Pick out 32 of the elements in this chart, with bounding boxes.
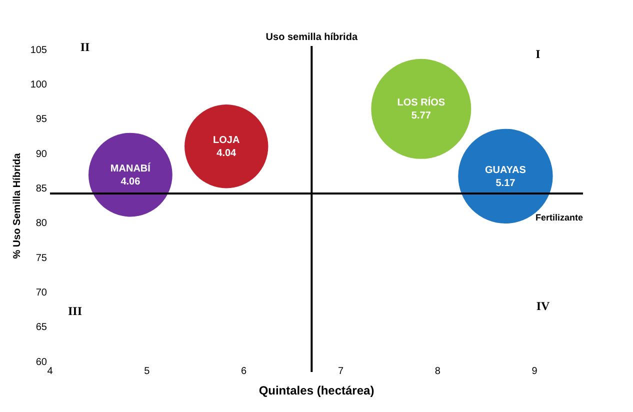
y-tick-label: 60 xyxy=(36,356,48,368)
y-tick-label: 70 xyxy=(36,287,48,298)
y-tick-label: 100 xyxy=(30,79,48,90)
x-tick-label: 9 xyxy=(532,366,538,377)
y-tick-label: 90 xyxy=(36,148,48,160)
series-label: LOS RÍOS xyxy=(397,96,446,109)
y-tick-label: 80 xyxy=(36,218,48,230)
data-label: 4.04 xyxy=(216,148,237,160)
data-label: 4.06 xyxy=(120,176,141,188)
series-label: GUAYAS xyxy=(484,164,526,176)
series-label: LOJA xyxy=(213,135,240,146)
x-tick-label: 7 xyxy=(338,366,344,377)
annotation: III xyxy=(68,304,82,318)
annotation: IV xyxy=(536,299,550,314)
y-tick-label: 95 xyxy=(36,114,48,126)
ref-line-label: Fertilizante xyxy=(535,212,583,223)
x-tick-label: 5 xyxy=(144,366,150,377)
data-label: 5.17 xyxy=(496,178,516,189)
x-axis-title: Quintales (hectárea) xyxy=(258,384,374,398)
x-tick-label: 8 xyxy=(434,366,441,377)
y-tick-label: 75 xyxy=(36,252,48,264)
series-label: MANABÍ xyxy=(110,162,151,175)
y-tick-label: 85 xyxy=(36,183,48,194)
y-tick-label: 105 xyxy=(30,44,48,56)
y-axis-title: % Uso Semilla Híbrida xyxy=(12,152,24,259)
x-tick-label: 6 xyxy=(241,366,248,377)
ref-line-label: Uso semilla híbrida xyxy=(266,32,358,43)
data-label: 5.77 xyxy=(411,110,432,122)
y-tick-label: 65 xyxy=(36,322,48,334)
annotation: I xyxy=(536,47,541,62)
x-tick-label: 4 xyxy=(47,366,54,377)
annotation: II xyxy=(80,40,90,54)
